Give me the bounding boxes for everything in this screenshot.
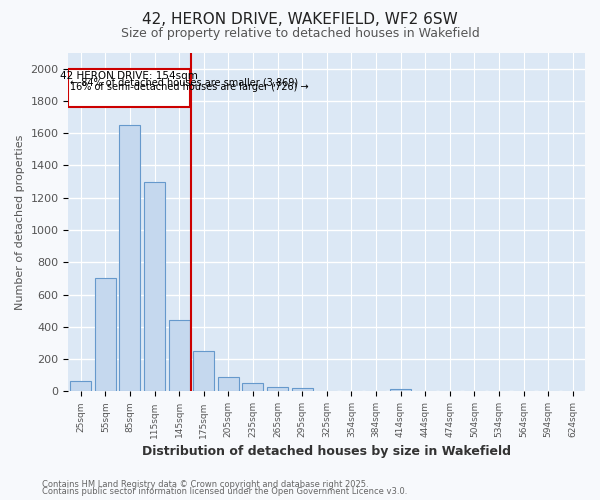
Bar xyxy=(267,388,288,392)
Text: ← 84% of detached houses are smaller (3,869): ← 84% of detached houses are smaller (3,… xyxy=(70,78,298,88)
Bar xyxy=(193,351,214,392)
Y-axis label: Number of detached properties: Number of detached properties xyxy=(15,134,25,310)
Text: 42, HERON DRIVE, WAKEFIELD, WF2 6SW: 42, HERON DRIVE, WAKEFIELD, WF2 6SW xyxy=(142,12,458,28)
Bar xyxy=(119,125,140,392)
Bar xyxy=(390,389,411,392)
Text: 42 HERON DRIVE: 154sqm: 42 HERON DRIVE: 154sqm xyxy=(61,71,198,81)
Bar xyxy=(242,384,263,392)
Bar xyxy=(292,388,313,392)
Text: 16% of semi-detached houses are larger (726) →: 16% of semi-detached houses are larger (… xyxy=(70,82,309,92)
Text: Size of property relative to detached houses in Wakefield: Size of property relative to detached ho… xyxy=(121,28,479,40)
FancyBboxPatch shape xyxy=(68,68,190,108)
Text: Contains public sector information licensed under the Open Government Licence v3: Contains public sector information licen… xyxy=(42,488,407,496)
Bar xyxy=(218,377,239,392)
Text: Contains HM Land Registry data © Crown copyright and database right 2025.: Contains HM Land Registry data © Crown c… xyxy=(42,480,368,489)
Bar xyxy=(144,182,165,392)
Bar xyxy=(70,381,91,392)
Bar xyxy=(95,278,116,392)
X-axis label: Distribution of detached houses by size in Wakefield: Distribution of detached houses by size … xyxy=(142,444,511,458)
Bar xyxy=(169,320,190,392)
